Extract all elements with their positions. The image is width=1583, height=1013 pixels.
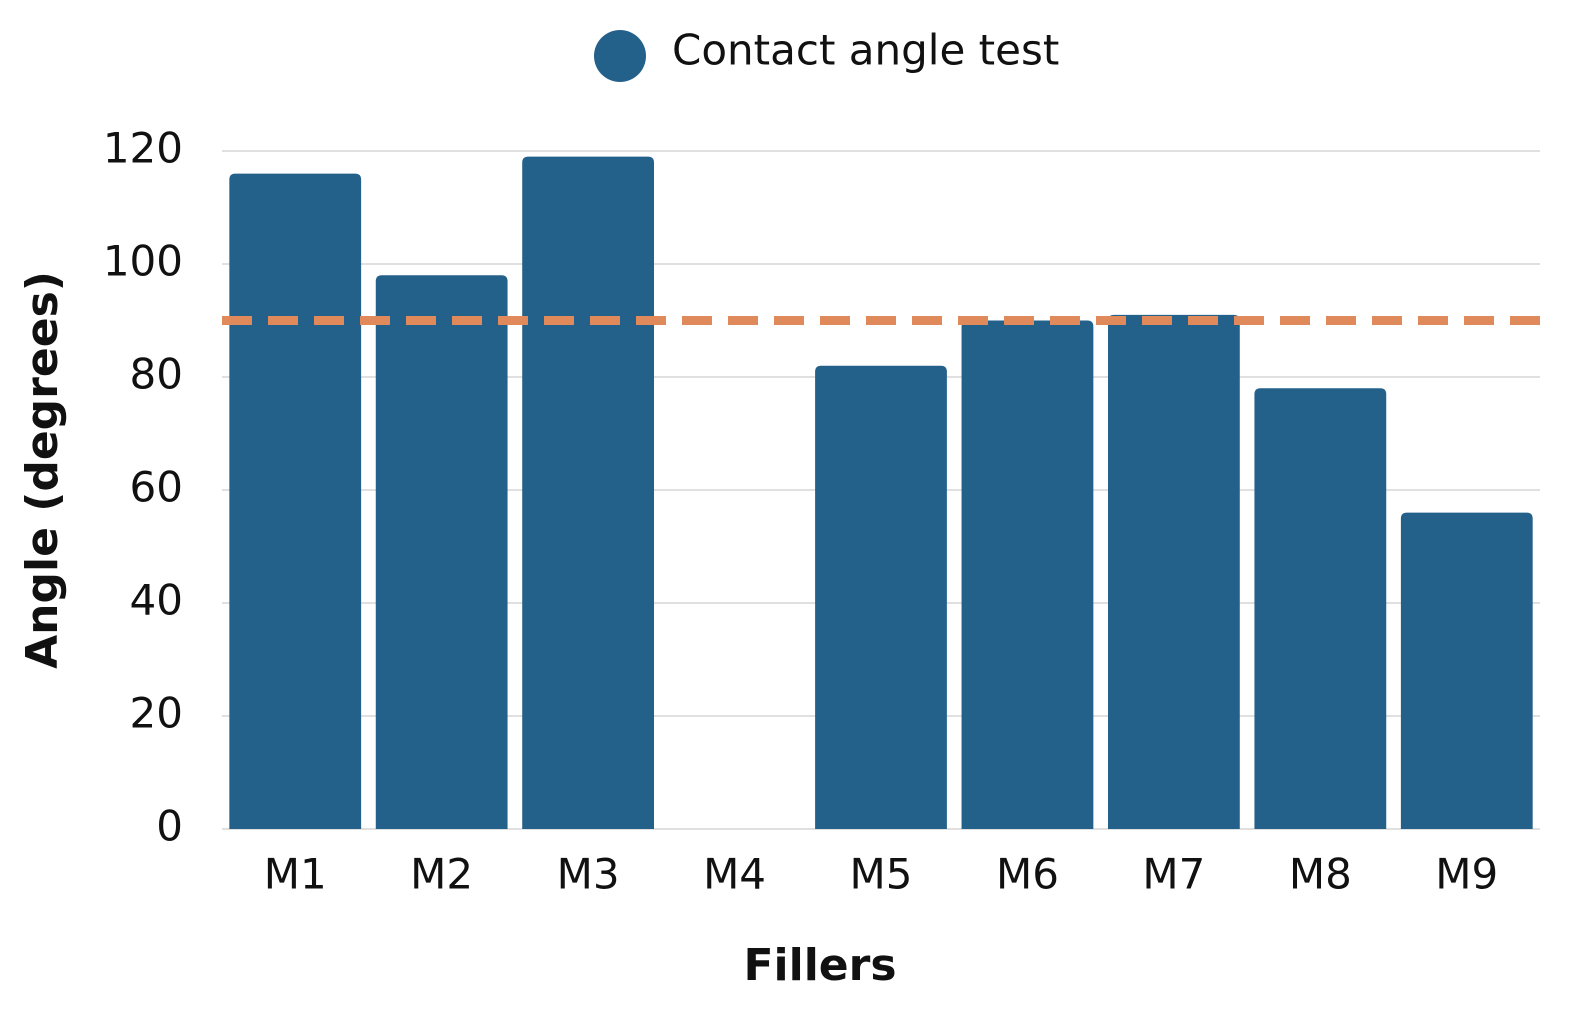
x-tick-label: M3 [557, 850, 620, 899]
x-tick-label: M7 [1142, 850, 1205, 899]
y-tick-label: 100 [103, 237, 183, 286]
x-tick-label: M4 [703, 850, 766, 899]
y-axis-title: Angle (degrees) [17, 271, 68, 669]
y-tick-label: 120 [103, 124, 183, 173]
y-tick-label: 60 [130, 463, 183, 512]
x-tick-label: M8 [1289, 850, 1352, 899]
bar [961, 320, 1094, 829]
x-tick-label: M9 [1435, 850, 1498, 899]
bar [815, 365, 947, 829]
x-tick-label: M5 [850, 850, 913, 899]
y-tick-label: 0 [156, 802, 183, 851]
bar [1400, 512, 1533, 829]
legend-marker [594, 30, 646, 82]
bar [375, 275, 508, 829]
y-tick-label: 40 [130, 576, 183, 625]
legend-label: Contact angle test [672, 26, 1059, 75]
bar [1107, 314, 1240, 830]
x-tick-label: M1 [264, 850, 327, 899]
bar [1254, 388, 1387, 829]
x-tick-label: M6 [996, 850, 1059, 899]
y-tick-label: 80 [130, 350, 183, 399]
bar [522, 156, 655, 829]
bar [229, 173, 362, 830]
y-tick-label: 20 [130, 689, 183, 738]
x-axis-title: Fillers [743, 940, 896, 991]
x-tick-label: M2 [410, 850, 473, 899]
